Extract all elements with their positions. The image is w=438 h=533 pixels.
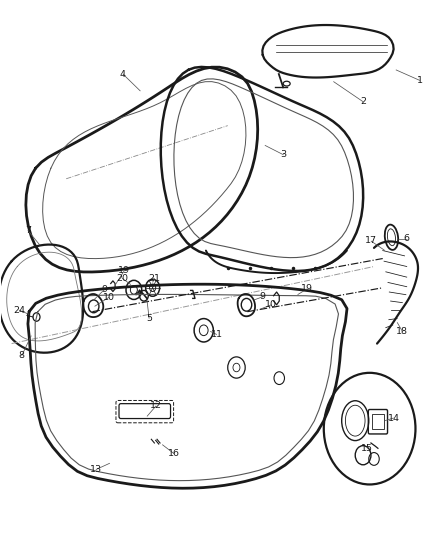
Text: 19: 19	[118, 266, 130, 275]
Text: 12: 12	[150, 401, 162, 410]
Text: 6: 6	[404, 235, 410, 244]
Text: 15: 15	[360, 444, 373, 453]
Text: 1: 1	[417, 76, 423, 85]
Text: 20: 20	[116, 273, 128, 282]
Text: 16: 16	[168, 449, 180, 458]
Text: 21: 21	[148, 273, 160, 282]
Text: 8: 8	[19, 351, 25, 360]
Text: 19: 19	[301, 284, 313, 293]
Text: 13: 13	[90, 465, 102, 474]
Text: 24: 24	[13, 305, 25, 314]
Text: 7: 7	[25, 226, 31, 235]
Text: 5: 5	[146, 314, 152, 323]
Text: 4: 4	[120, 70, 126, 78]
Text: 9: 9	[102, 285, 108, 294]
Text: 17: 17	[365, 237, 377, 246]
Text: 10: 10	[265, 300, 277, 309]
Text: 9: 9	[260, 292, 266, 301]
Text: 2: 2	[360, 97, 366, 106]
Text: 11: 11	[211, 330, 223, 339]
Text: 10: 10	[103, 293, 115, 302]
Text: 18: 18	[396, 327, 408, 336]
Text: 3: 3	[281, 150, 287, 159]
Text: 14: 14	[388, 414, 399, 423]
